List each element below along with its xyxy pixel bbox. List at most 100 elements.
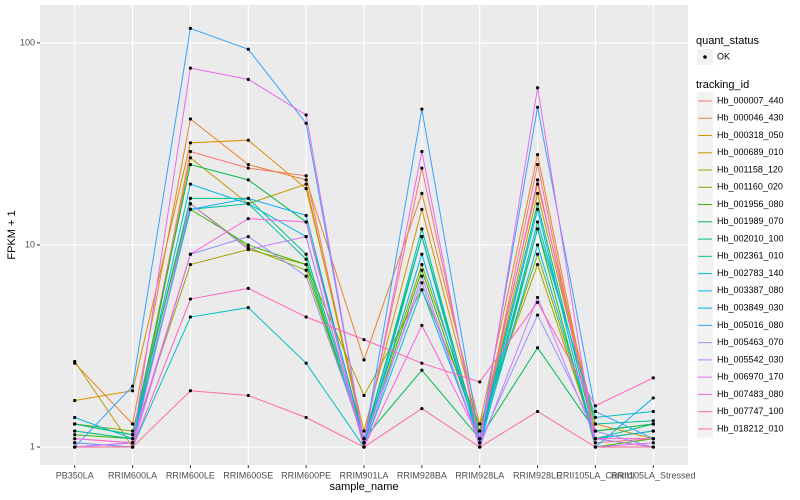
point — [188, 315, 193, 319]
point — [535, 191, 540, 195]
legend-label: Hb_007747_100 — [717, 406, 784, 416]
point — [73, 398, 77, 403]
point — [188, 207, 193, 211]
legend-label: Hb_000318_050 — [717, 130, 784, 140]
point — [188, 162, 193, 167]
point — [304, 257, 308, 261]
legend-label: Hb_002783_140 — [717, 268, 784, 278]
point — [420, 227, 424, 231]
point — [420, 166, 424, 170]
point — [188, 156, 193, 160]
legend-label: Hb_000046_430 — [717, 113, 784, 123]
point — [420, 274, 424, 278]
point — [535, 178, 540, 182]
legend-label: Hb_002010_100 — [717, 233, 784, 243]
point — [73, 415, 77, 420]
point — [420, 252, 424, 256]
legend-title: tracking_id — [696, 79, 749, 91]
point — [246, 286, 250, 290]
point — [651, 429, 655, 433]
point — [188, 262, 193, 267]
point — [188, 141, 193, 145]
point — [651, 437, 655, 441]
x-tick-label: RRII105LA_Stressed — [611, 470, 696, 480]
point — [73, 422, 77, 426]
point — [246, 47, 250, 51]
legend-label: Hb_001989_070 — [717, 216, 784, 226]
point — [535, 86, 540, 90]
point — [304, 268, 308, 272]
point — [420, 323, 424, 327]
legend-label: Hb_003387_080 — [717, 285, 784, 295]
point — [593, 445, 598, 449]
point — [651, 445, 655, 449]
point — [651, 422, 655, 426]
point — [420, 268, 424, 272]
point — [535, 105, 540, 109]
point — [420, 281, 424, 285]
point — [246, 202, 250, 206]
point — [420, 207, 424, 211]
point — [246, 178, 250, 182]
point — [188, 182, 193, 186]
point — [246, 162, 250, 167]
point — [304, 182, 308, 186]
point — [130, 429, 135, 433]
point — [130, 422, 135, 426]
point — [362, 441, 366, 445]
x-tick-label: RRIM600LE — [166, 470, 215, 480]
point — [188, 252, 193, 256]
point — [535, 207, 540, 211]
point — [420, 262, 424, 267]
point — [73, 359, 77, 364]
point — [420, 361, 424, 365]
point — [420, 149, 424, 154]
point — [304, 121, 308, 125]
point — [362, 429, 366, 433]
point — [478, 380, 482, 384]
legend-label: Hb_018212_010 — [717, 423, 784, 433]
point — [535, 313, 540, 317]
legend-label: Hb_005016_080 — [717, 320, 784, 330]
point — [188, 202, 193, 206]
point — [304, 113, 308, 117]
point — [130, 389, 135, 393]
point — [535, 262, 540, 267]
point — [246, 138, 250, 142]
point — [535, 409, 540, 414]
point — [478, 437, 482, 441]
point — [535, 202, 540, 206]
point — [73, 441, 77, 445]
legend-label: Hb_001158_120 — [717, 164, 783, 174]
point — [593, 415, 598, 420]
point — [188, 149, 193, 154]
point — [130, 437, 135, 441]
point — [304, 174, 308, 178]
point — [535, 243, 540, 247]
point — [651, 396, 655, 400]
point — [362, 393, 366, 398]
point — [535, 153, 540, 157]
legend-symbol — [703, 55, 707, 59]
x-tick-label: RRIM600PE — [281, 470, 331, 480]
point — [593, 429, 598, 433]
point — [246, 247, 250, 252]
point — [535, 227, 540, 231]
point — [246, 393, 250, 398]
legend-label: Hb_001956_080 — [717, 199, 784, 209]
point — [304, 262, 308, 267]
point — [304, 235, 308, 239]
point — [304, 187, 308, 191]
point — [73, 429, 77, 433]
point — [420, 107, 424, 111]
point — [362, 358, 366, 362]
point — [304, 415, 308, 420]
x-tick-label: RRIM600SE — [223, 470, 273, 480]
point — [535, 162, 540, 167]
legend-label: Hb_002361_010 — [717, 251, 784, 261]
x-tick-label: PB350LA — [56, 470, 94, 480]
point — [420, 235, 424, 239]
point — [304, 220, 308, 224]
point — [478, 441, 482, 445]
